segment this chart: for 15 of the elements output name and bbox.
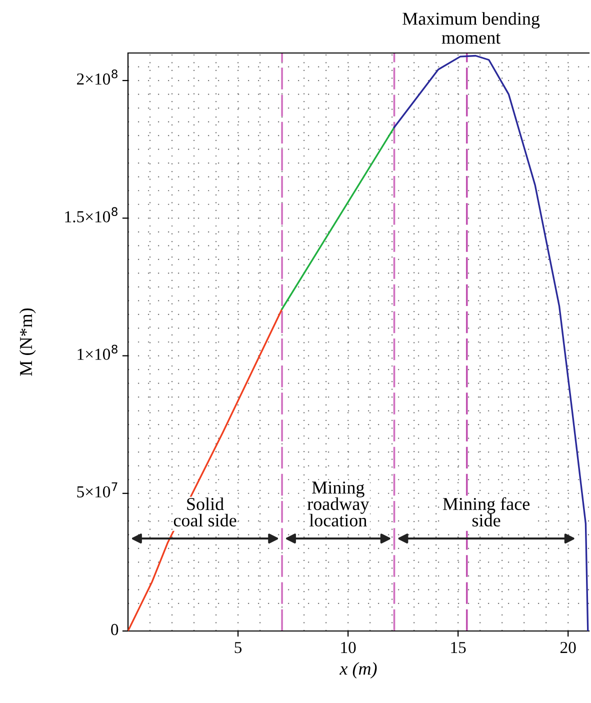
y-tick-label: 0	[111, 624, 118, 636]
x-axis-title: x (m)	[339, 662, 377, 678]
annotation: Maximum bending moment	[402, 12, 540, 44]
annotation: Solid coal side	[174, 497, 236, 527]
annotation: Mining roadway location	[307, 482, 370, 527]
annotation: Mining face side	[442, 497, 530, 527]
x-tick-label: 15	[451, 642, 466, 654]
y-tick-label: 1.5×10$^{8}$	[65, 207, 118, 222]
x-tick-label: 20	[560, 642, 576, 654]
y-tick-label: 2×10$^{8}$	[77, 69, 118, 85]
x-tick-label: 5	[234, 642, 242, 654]
y-tick-label: 5×10$^{7}$	[77, 482, 118, 498]
y-axis-title: M (N*m)	[19, 308, 36, 376]
x-tick-label: 10	[341, 642, 356, 654]
y-tick-label: 1×10$^{8}$	[78, 344, 118, 360]
